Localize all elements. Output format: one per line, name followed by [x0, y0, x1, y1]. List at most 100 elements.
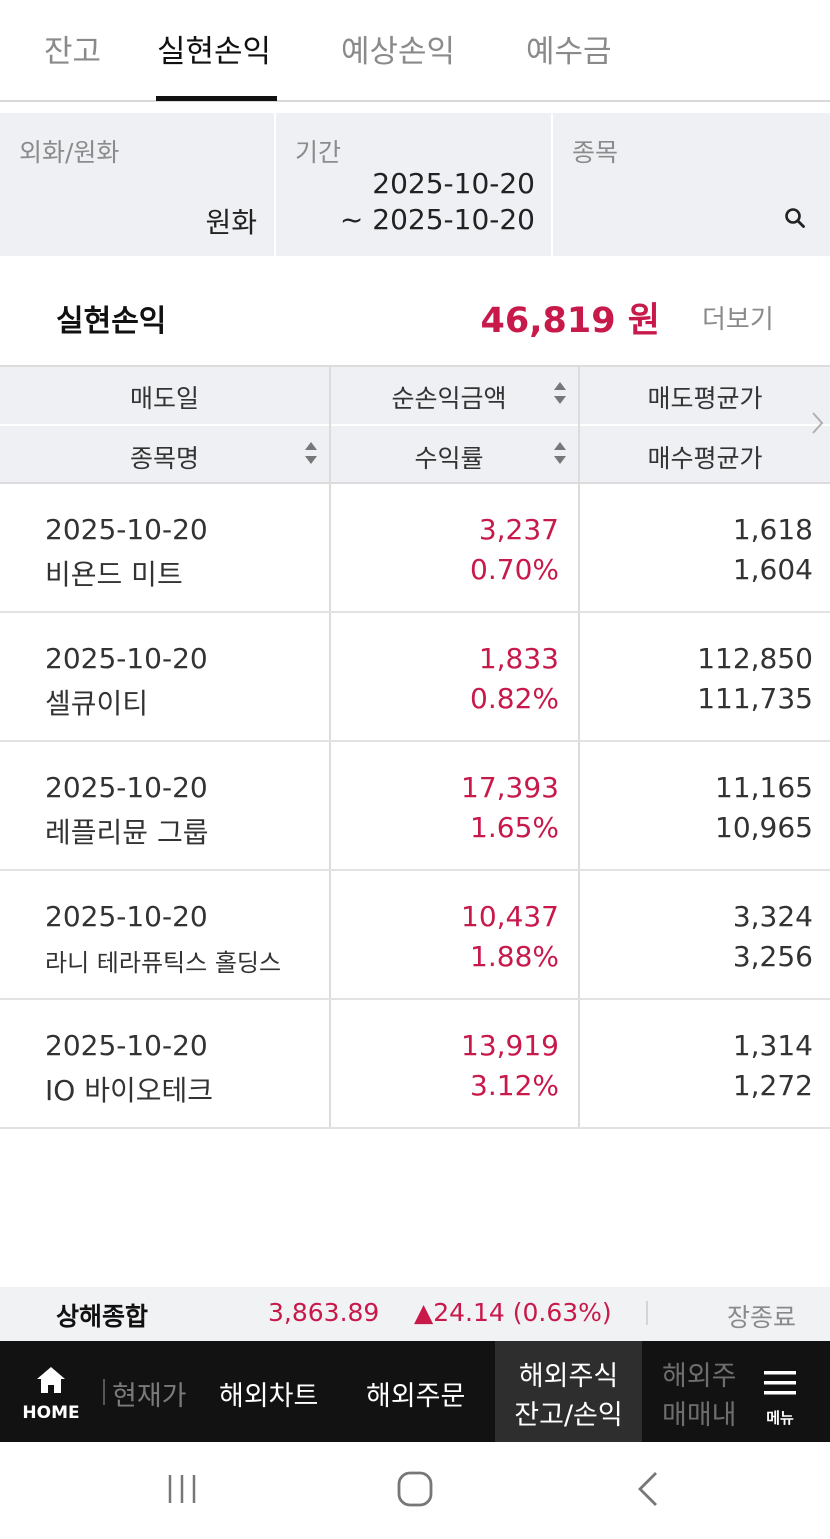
row-return-rate: 1.88%: [470, 940, 559, 973]
summary-value: 46,819 원: [480, 301, 660, 341]
more-link[interactable]: 더보기: [702, 305, 774, 335]
header-buy-avg: 매수평균가: [647, 444, 763, 473]
table-row[interactable]: 2025-10-20 IO 바이오테크 13,919 3.12% 1,314 1…: [0, 1000, 830, 1129]
row-return-rate: 0.70%: [470, 553, 559, 586]
column-divider: [329, 871, 331, 998]
column-divider: [578, 742, 580, 869]
nav-divider: [103, 1379, 105, 1405]
sort-icon[interactable]: [304, 440, 318, 466]
market-status: 장종료: [727, 1303, 797, 1332]
nav-clipped-line1: 해외주: [662, 1361, 737, 1392]
header-return-rate[interactable]: 수익률: [414, 444, 484, 473]
row-buy-avg: 10,965: [715, 811, 813, 844]
column-divider: [578, 367, 580, 484]
column-divider: [578, 871, 580, 998]
nav-overseas-trade-history[interactable]: 해외주 매매내: [642, 1341, 740, 1442]
home-button[interactable]: HOME: [0, 1341, 102, 1442]
table-row[interactable]: 2025-10-20 비욘드 미트 3,237 0.70% 1,618 1,60…: [0, 484, 830, 613]
tab-balance[interactable]: 잔고: [44, 34, 102, 70]
summary-label: 실현손익: [56, 304, 167, 339]
row-sell-avg: 1,618: [732, 513, 813, 546]
top-tabs: 잔고 실현손익 예상손익 예수금: [0, 0, 830, 102]
row-return-rate: 3.12%: [470, 1069, 559, 1102]
index-change: ▲24.14 (0.63%): [414, 1298, 612, 1327]
row-sell-avg: 112,850: [697, 642, 813, 675]
tab-expected-pnl[interactable]: 예상손익: [341, 34, 456, 70]
row-date: 2025-10-20: [45, 642, 208, 675]
nav-overseas-order[interactable]: 해외주문: [366, 1381, 466, 1412]
row-net-profit: 13,919: [461, 1029, 559, 1062]
column-divider: [329, 484, 331, 611]
back-icon[interactable]: [634, 1470, 662, 1508]
period-filter[interactable]: 기간 2025-10-20 ~ 2025-10-20: [276, 113, 551, 256]
period-filter-label: 기간: [295, 138, 342, 167]
home-icon: [37, 1367, 65, 1393]
sort-icon[interactable]: [553, 440, 567, 466]
nav-overseas-chart[interactable]: 해외차트: [219, 1381, 319, 1412]
column-divider: [329, 1000, 331, 1127]
system-nav-bar: [0, 1442, 830, 1539]
home-system-icon[interactable]: [396, 1470, 434, 1508]
active-tab-indicator: [156, 96, 277, 101]
row-date: 2025-10-20: [45, 513, 208, 546]
row-stock-name: 셀큐이티: [45, 687, 149, 720]
row-buy-avg: 1,604: [732, 553, 813, 586]
tab-realized-pnl[interactable]: 실현손익: [157, 34, 272, 70]
nav-clipped-line2: 매매내: [662, 1400, 737, 1431]
search-icon[interactable]: [784, 207, 806, 229]
menu-button[interactable]: 메뉴: [740, 1341, 830, 1442]
currency-filter[interactable]: 외화/원화 원화: [0, 113, 274, 256]
row-return-rate: 1.65%: [470, 811, 559, 844]
header-net-profit[interactable]: 순손익금액: [391, 384, 507, 413]
row-return-rate: 0.82%: [470, 682, 559, 715]
table-header: 매도일 순손익금액 매도평균가 종목명 수익률 매수평균가: [0, 365, 830, 484]
tab-deposit[interactable]: 예수금: [526, 34, 612, 70]
row-buy-avg: 1,272: [732, 1069, 813, 1102]
index-divider: [646, 1301, 648, 1325]
nav-active-line1: 해외주식: [518, 1361, 619, 1392]
table-row[interactable]: 2025-10-20 라니 테라퓨틱스 홀딩스 10,437 1.88% 3,3…: [0, 871, 830, 1000]
home-label: HOME: [22, 1403, 80, 1423]
column-divider: [329, 742, 331, 869]
header-stock-name[interactable]: 종목명: [129, 444, 199, 473]
header-sell-date: 매도일: [129, 384, 199, 413]
market-index-bar[interactable]: 상해종합 3,863.89 ▲24.14 (0.63%) 장종료: [0, 1287, 830, 1341]
period-end: ~ 2025-10-20: [339, 203, 535, 236]
row-date: 2025-10-20: [45, 771, 208, 804]
stock-filter[interactable]: 종목: [553, 113, 830, 256]
row-buy-avg: 3,256: [732, 940, 813, 973]
row-date: 2025-10-20: [45, 900, 208, 933]
index-value: 3,863.89: [268, 1298, 380, 1327]
nav-overseas-balance-pnl[interactable]: 해외주식 잔고/손익: [495, 1341, 642, 1442]
currency-filter-value: 원화: [205, 206, 257, 239]
column-divider: [578, 484, 580, 611]
filter-panel: 외화/원화 원화 기간 2025-10-20 ~ 2025-10-20 종목: [0, 113, 830, 256]
hamburger-icon: [764, 1371, 796, 1395]
header-divider: [0, 424, 830, 426]
row-net-profit: 17,393: [461, 771, 559, 804]
bottom-nav: HOME 현재가 해외차트 해외주문 해외주식 잔고/손익 해외주 매매내 메뉴: [0, 1341, 830, 1442]
row-sell-avg: 3,324: [732, 900, 813, 933]
sort-icon[interactable]: [553, 380, 567, 406]
index-name: 상해종합: [56, 1302, 149, 1331]
row-net-profit: 10,437: [461, 900, 559, 933]
column-divider: [329, 613, 331, 740]
table-row[interactable]: 2025-10-20 셀큐이티 1,833 0.82% 112,850 111,…: [0, 613, 830, 742]
chevron-right-icon[interactable]: [810, 410, 824, 436]
column-divider: [578, 1000, 580, 1127]
row-stock-name: 라니 테라퓨틱스 홀딩스: [45, 949, 282, 977]
row-net-profit: 3,237: [478, 513, 559, 546]
row-sell-avg: 11,165: [715, 771, 813, 804]
row-stock-name: 비욘드 미트: [45, 558, 183, 591]
header-sell-avg: 매도평균가: [647, 384, 763, 413]
nav-current-price[interactable]: 현재가: [112, 1381, 187, 1412]
recent-apps-icon[interactable]: [165, 1472, 199, 1506]
filter-divider: [274, 113, 276, 256]
table-row[interactable]: 2025-10-20 레플리뮨 그룹 17,393 1.65% 11,165 1…: [0, 742, 830, 871]
period-start: 2025-10-20: [372, 167, 535, 200]
column-divider: [329, 367, 331, 484]
column-divider: [578, 613, 580, 740]
filter-divider: [551, 113, 553, 256]
row-stock-name: 레플리뮨 그룹: [45, 816, 209, 849]
row-date: 2025-10-20: [45, 1029, 208, 1062]
